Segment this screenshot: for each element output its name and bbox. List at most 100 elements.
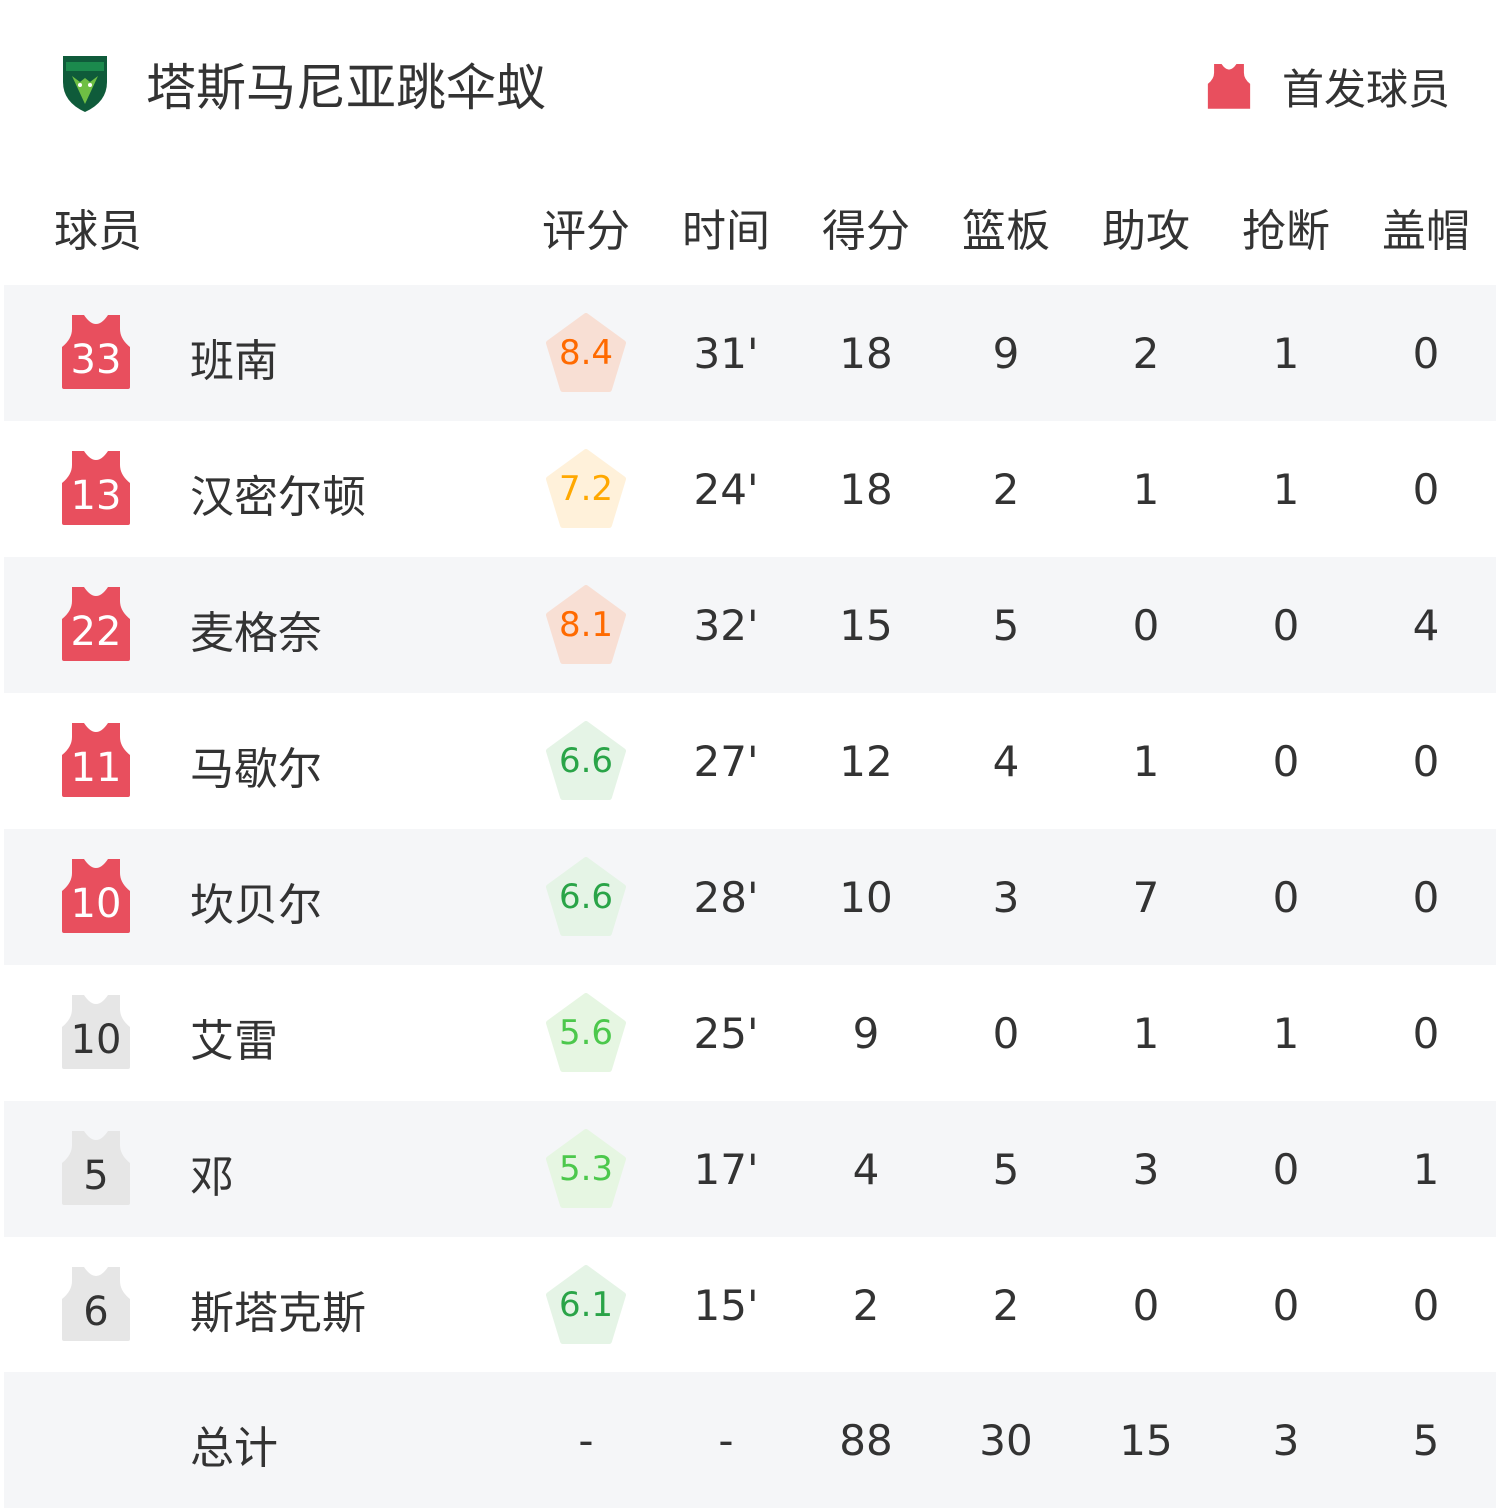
- rating-value: 5.6: [558, 1013, 614, 1053]
- player-row[interactable]: 5 邓 5.3 17' 4 5 3 0 1: [4, 1101, 1496, 1237]
- rebounds-cell: 5: [992, 601, 1020, 650]
- jersey-number: 5: [83, 1153, 109, 1199]
- player-row[interactable]: 10 坎贝尔 6.6 28' 10 3 7 0 0: [4, 829, 1496, 965]
- jersey-icon: [1207, 63, 1251, 109]
- totals-points: 88: [839, 1416, 893, 1465]
- time-cell: 27': [693, 737, 759, 786]
- rating-value: 6.6: [558, 877, 614, 917]
- player-name[interactable]: 马歇尔: [190, 744, 322, 795]
- time-cell: 15': [693, 1281, 759, 1330]
- player-row[interactable]: 6 斯塔克斯 6.1 15' 2 2 0 0 0: [4, 1237, 1496, 1373]
- jersey-icon: 10: [62, 995, 130, 1069]
- player-name[interactable]: 坎贝尔: [190, 880, 322, 931]
- player-row[interactable]: 13 汉密尔顿 7.2 24' 18 2 1 1 0: [4, 421, 1496, 557]
- steals-cell: 0: [1272, 737, 1300, 786]
- rating-value: 8.4: [558, 333, 614, 373]
- totals-rating: -: [578, 1416, 594, 1465]
- blocks-cell: 0: [1412, 465, 1440, 514]
- col-player: 球员: [54, 206, 142, 257]
- rating-badge: 6.6: [546, 857, 626, 937]
- player-row[interactable]: 11 马歇尔 6.6 27' 12 4 1 0 0: [4, 693, 1496, 829]
- steals-cell: 1: [1272, 1009, 1300, 1058]
- points-cell: 18: [839, 465, 893, 514]
- col-blocks: 盖帽: [1382, 206, 1470, 257]
- rebounds-cell: 0: [992, 1009, 1020, 1058]
- time-cell: 28': [693, 873, 759, 922]
- steals-cell: 0: [1272, 873, 1300, 922]
- blocks-cell: 0: [1412, 873, 1440, 922]
- totals-assists: 15: [1119, 1416, 1173, 1465]
- time-cell: 32': [693, 601, 759, 650]
- col-points: 得分: [822, 206, 910, 257]
- assists-cell: 7: [1132, 873, 1160, 922]
- assists-cell: 1: [1132, 737, 1160, 786]
- assists-cell: 0: [1132, 1281, 1160, 1330]
- blocks-cell: 4: [1412, 601, 1440, 650]
- rebounds-cell: 4: [992, 737, 1020, 786]
- blocks-cell: 1: [1412, 1145, 1440, 1194]
- jersey-icon: 6: [62, 1267, 130, 1341]
- player-name[interactable]: 班南: [190, 336, 278, 387]
- player-row[interactable]: 33 班南 8.4 31' 18 9 2 1 0: [4, 285, 1496, 421]
- totals-blocks: 5: [1412, 1416, 1440, 1465]
- points-cell: 9: [852, 1009, 880, 1058]
- rebounds-cell: 5: [992, 1145, 1020, 1194]
- col-rating: 评分: [542, 206, 630, 257]
- jersey-number: 33: [70, 337, 122, 383]
- steals-cell: 0: [1272, 1145, 1300, 1194]
- rating-badge: 8.1: [546, 585, 626, 665]
- player-row[interactable]: 10 艾雷 5.6 25' 9 0 1 1 0: [4, 965, 1496, 1101]
- jersey-number: 13: [70, 473, 122, 519]
- jersey-number: 10: [70, 1017, 122, 1063]
- starter-legend: 首发球员: [1206, 56, 1450, 117]
- steals-cell: 0: [1272, 601, 1300, 650]
- totals-label: 总计: [190, 1423, 278, 1474]
- rating-value: 6.1: [558, 1285, 614, 1325]
- jersey-icon: 33: [62, 315, 130, 389]
- player-name[interactable]: 斯塔克斯: [190, 1288, 366, 1339]
- column-headers: 球员 评分 时间 得分 篮板 助攻 抢断 盖帽: [0, 195, 1500, 257]
- rating-value: 7.2: [558, 469, 614, 509]
- totals-row: 总计 - - 88 30 15 3 5: [4, 1372, 1496, 1508]
- jersey-icon: 5: [62, 1131, 130, 1205]
- rating-badge: 8.4: [546, 313, 626, 393]
- rating-value: 5.3: [558, 1149, 614, 1189]
- player-name[interactable]: 麦格奈: [190, 608, 322, 659]
- jersey-number: 11: [70, 745, 122, 791]
- rating-badge: 6.6: [546, 721, 626, 801]
- blocks-cell: 0: [1412, 329, 1440, 378]
- assists-cell: 1: [1132, 465, 1160, 514]
- totals-time: -: [718, 1416, 734, 1465]
- rating-badge: 7.2: [546, 449, 626, 529]
- jersey-icon: 10: [62, 859, 130, 933]
- points-cell: 4: [852, 1145, 880, 1194]
- totals-steals: 3: [1272, 1416, 1300, 1465]
- blocks-cell: 0: [1412, 1009, 1440, 1058]
- totals-rebounds: 30: [979, 1416, 1033, 1465]
- points-cell: 10: [839, 873, 893, 922]
- blocks-cell: 0: [1412, 1281, 1440, 1330]
- jersey-icon: 13: [62, 451, 130, 525]
- team-logo: [60, 52, 110, 114]
- steals-cell: 1: [1272, 329, 1300, 378]
- points-cell: 15: [839, 601, 893, 650]
- rating-value: 8.1: [558, 605, 614, 645]
- steals-cell: 0: [1272, 1281, 1300, 1330]
- team-name: 塔斯马尼亚跳伞蚁: [146, 59, 546, 117]
- player-name[interactable]: 艾雷: [190, 1016, 278, 1067]
- jersey-number: 6: [83, 1289, 109, 1335]
- time-cell: 17': [693, 1145, 759, 1194]
- player-row[interactable]: 22 麦格奈 8.1 32' 15 5 0 0 4: [4, 557, 1496, 693]
- rating-badge: 6.1: [546, 1265, 626, 1345]
- points-cell: 2: [852, 1281, 880, 1330]
- rebounds-cell: 2: [992, 1281, 1020, 1330]
- rating-badge: 5.6: [546, 993, 626, 1073]
- assists-cell: 3: [1132, 1145, 1160, 1194]
- time-cell: 31': [693, 329, 759, 378]
- jersey-icon: 11: [62, 723, 130, 797]
- player-name[interactable]: 汉密尔顿: [190, 472, 366, 523]
- player-name[interactable]: 邓: [190, 1152, 234, 1203]
- time-cell: 25': [693, 1009, 759, 1058]
- points-cell: 12: [839, 737, 893, 786]
- jersey-number: 22: [70, 609, 122, 655]
